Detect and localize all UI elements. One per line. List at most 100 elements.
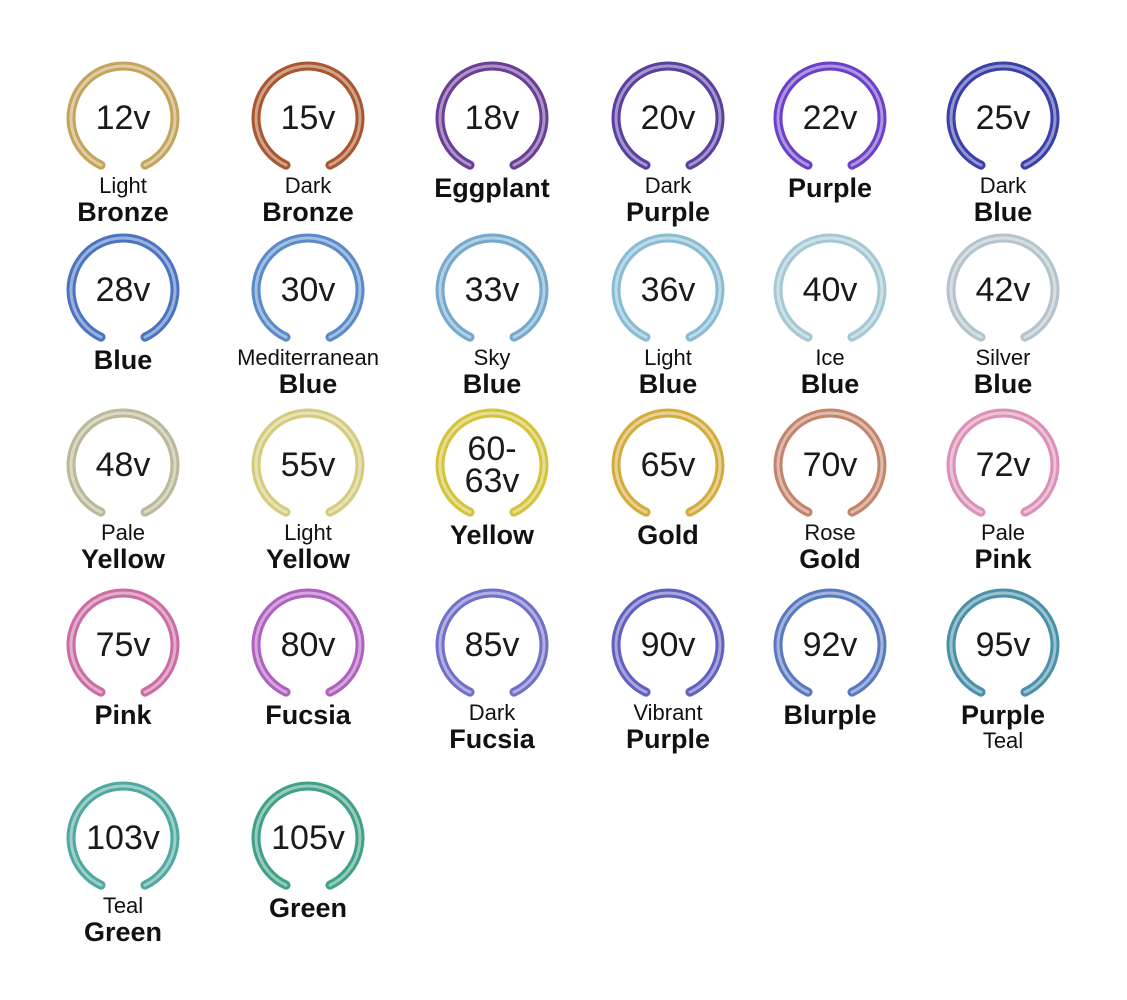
voltage: 103v [86, 819, 160, 857]
label-name: Purple [625, 197, 711, 227]
label-name: Purple [625, 724, 711, 754]
voltage: 72v [975, 446, 1031, 484]
ring-arc [438, 64, 546, 167]
ring-arc [69, 784, 177, 887]
label-name: Blue [278, 369, 338, 399]
ring-item: 70v Rose Gold [740, 405, 920, 585]
ring-arc [776, 64, 884, 167]
label: Pale Pink [893, 521, 1113, 574]
label: Purple [720, 174, 940, 202]
ring [773, 233, 887, 342]
ring-arc [251, 588, 365, 697]
ring-item: 20v Dark Purple [578, 58, 758, 238]
label-name: Fucsia [449, 724, 535, 754]
ring-item: 48v Pale Yellow [33, 405, 213, 585]
label-name: Yellow [265, 544, 351, 574]
ring-arc [435, 61, 549, 170]
label-name: Gold [637, 520, 699, 550]
ring-item: 55v Light Yellow [218, 405, 398, 585]
ring-arc [69, 591, 177, 694]
ring-item: 60-63v Yellow [402, 405, 582, 585]
ring-arc [611, 588, 725, 697]
label: Mediterranean Blue [198, 345, 418, 399]
label-name: Eggplant [434, 173, 550, 203]
ring-arc [66, 588, 180, 697]
label-prefix: Light [284, 520, 332, 545]
ring-arc [614, 236, 722, 339]
label-prefix: Mediterranean [237, 345, 379, 370]
label: Yellow [382, 521, 602, 549]
voltage: 22v [802, 99, 858, 137]
ring [66, 781, 180, 890]
label-name: Blue [462, 369, 522, 399]
ring-arc [251, 781, 365, 890]
ring-item: 80v Fucsia [218, 585, 398, 765]
label-name: Pink [94, 700, 152, 730]
label-name: Pink [974, 544, 1032, 574]
label-suffix: Teal [982, 728, 1024, 753]
label: Dark Blue [893, 174, 1113, 227]
voltage: 60-63v [464, 430, 520, 500]
voltage: 28v [95, 271, 151, 309]
voltage: 92v [802, 626, 858, 664]
label-name: Purple [960, 700, 1046, 730]
ring-arc [435, 408, 549, 517]
label-name: Bronze [262, 197, 354, 227]
ring [773, 61, 887, 170]
ring-arc [66, 61, 180, 170]
label-name: Blurple [783, 700, 877, 730]
label-name: Blue [973, 369, 1033, 399]
label-prefix: Sky [473, 345, 511, 370]
voltage: 48v [95, 446, 151, 484]
label-name: Bronze [77, 197, 169, 227]
ring-arc [69, 236, 177, 339]
ring-arc [611, 233, 725, 342]
label: Teal Green [13, 893, 233, 947]
ring [946, 61, 1060, 170]
voltage: 30v [280, 271, 336, 309]
ring-item: 40v Ice Blue [740, 230, 920, 410]
ring-arc [69, 64, 177, 167]
voltage: 75v [95, 626, 151, 664]
ring [66, 408, 180, 517]
ring-arc [949, 236, 1057, 339]
ring [251, 61, 365, 170]
ring-item: 75v Pink [33, 585, 213, 765]
ring [251, 233, 365, 342]
voltage: 36v [640, 271, 696, 309]
ring-item: 92v Blurple [740, 585, 920, 765]
voltage: 80v [280, 626, 336, 664]
voltage: 95v [975, 626, 1031, 664]
label: Fucsia [198, 701, 418, 729]
ring-item: 85v Dark Fucsia [402, 585, 582, 765]
label-prefix: Light [99, 173, 147, 198]
label: Light Blue [558, 346, 778, 399]
voltage: 40v [802, 271, 858, 309]
label: Light Bronze [13, 173, 233, 227]
ring-arc [69, 411, 177, 514]
ring-arc [946, 61, 1060, 170]
ring-arc [614, 64, 722, 167]
label: Dark Purple [558, 174, 778, 227]
ring-item: 33v Sky Blue [402, 230, 582, 410]
ring [611, 408, 725, 517]
ring-arc [611, 61, 725, 170]
label-name: Gold [799, 544, 861, 574]
label: Rose Gold [720, 521, 940, 574]
ring-item: 90v Vibrant Purple [578, 585, 758, 765]
ring [251, 408, 365, 517]
label-prefix: Teal [102, 893, 144, 918]
ring-item: 15v Dark Bronze [218, 58, 398, 238]
ring-arc [614, 591, 722, 694]
voltage: 85v [464, 626, 520, 664]
ring [66, 588, 180, 697]
ring-arc [946, 588, 1060, 697]
ring-arc [251, 233, 365, 342]
voltage: 105v [271, 819, 345, 857]
ring-arc [254, 236, 362, 339]
label: Blue [13, 346, 233, 374]
label: Gold [558, 521, 778, 549]
ring [611, 233, 725, 342]
voltage: 70v [802, 446, 858, 484]
ring [251, 588, 365, 697]
